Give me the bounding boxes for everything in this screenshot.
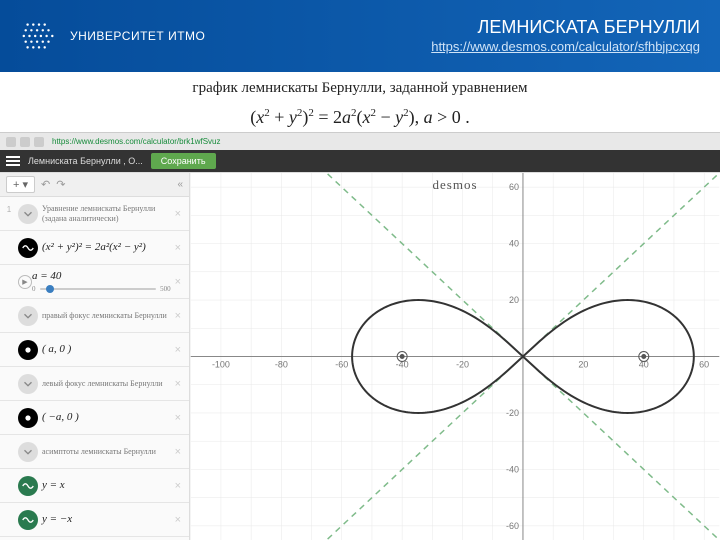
expr-index [0,405,18,409]
expression-row[interactable]: ( a, 0 )× [0,333,189,367]
svg-text:-100: -100 [212,359,230,369]
save-button[interactable]: Сохранить [151,153,216,169]
graph-area[interactable]: desmos -100 -80 -60 -40 -20 20 40 60 -60 -40 -20 20… [190,173,720,540]
expression-row[interactable]: левый фокус лемнискаты Бернулли× [0,367,189,401]
expr-index [0,303,18,307]
expr-index [0,337,18,341]
expr-index [0,235,18,239]
forward-icon[interactable] [20,137,30,147]
expression-row[interactable]: асимптоты лемнискаты Бернулли× [0,435,189,469]
delete-icon[interactable]: × [171,310,185,322]
expression-row[interactable]: ( −a, 0 )× [0,401,189,435]
expression-row[interactable]: y = −x× [0,503,189,537]
svg-text:-20: -20 [456,359,469,369]
expr-math: (x² + y²)² = 2a²(x² − y²) [42,241,171,254]
delete-icon[interactable]: × [171,344,185,356]
expr-label: левый фокус лемнискаты Бернулли [42,379,171,389]
workspace: + ▾ ↶ ↷ « 1 Уравнение лемнискаты Бернулли… [0,172,720,540]
svg-text:60: 60 [699,359,709,369]
svg-text:-60: -60 [506,521,519,531]
svg-text:-40: -40 [396,359,409,369]
point-icon[interactable] [18,340,38,360]
expr-index [0,439,18,443]
expr-math: a = 40 [32,270,171,283]
folder-icon [18,442,38,462]
expr-index: 1 [0,201,18,214]
slide-header: УНИВЕРСИТЕТ ИТМО ЛЕМНИСКАТА БЕРНУЛЛИ htt… [0,0,720,72]
delete-icon[interactable]: × [171,446,185,458]
folder-icon [18,306,38,326]
desmos-topbar: Лемниската Бернулли , О... Сохранить [0,150,720,172]
delete-icon[interactable]: × [171,378,185,390]
svg-text:40: 40 [509,239,519,249]
expr-math: ( −a, 0 ) [42,411,171,424]
slide-title: ЛЕМНИСКАТА БЕРНУЛЛИ [431,17,700,38]
expression-row[interactable]: (x² + y²)² = 2a²(x² − y²)× [0,231,189,265]
lemniscate-equation: (x2 + y2)2 = 2a2(x2 − y2), a > 0 . [0,107,720,128]
delete-icon[interactable]: × [171,480,185,492]
delete-icon[interactable]: × [171,276,185,288]
svg-text:-60: -60 [335,359,348,369]
curve-icon[interactable] [18,238,38,258]
add-expression-button[interactable]: + ▾ [6,176,35,193]
itmo-logo-icon [20,17,58,55]
expr-math: y = x [42,479,171,492]
expression-sidebar: + ▾ ↶ ↷ « 1 Уравнение лемнискаты Бернулли… [0,173,190,540]
logo: УНИВЕРСИТЕТ ИТМО [20,17,205,55]
svg-text:40: 40 [639,359,649,369]
equation-panel: график лемнискаты Бернулли, заданной ура… [0,72,720,132]
delete-icon[interactable]: × [171,208,185,220]
menu-icon[interactable] [6,154,20,168]
address-bar[interactable]: https://www.desmos.com/calculator/brk1wf… [52,137,221,146]
svg-text:-40: -40 [506,464,519,474]
back-icon[interactable] [6,137,16,147]
delete-icon[interactable]: × [171,514,185,526]
line-icon[interactable] [18,476,38,496]
svg-text:20: 20 [509,295,519,305]
svg-text:-20: -20 [506,408,519,418]
expr-label: правый фокус лемнискаты Бернулли [42,311,171,321]
expr-label: Уравнение лемнискаты Бернулли (задана ан… [42,204,171,223]
equation-caption: график лемнискаты Бернулли, заданной ура… [0,80,720,97]
desmos-link[interactable]: https://www.desmos.com/calculator/sfhbjp… [431,39,700,54]
expr-math: y = −x [42,513,171,526]
slider[interactable]: 0500 [32,285,171,293]
expr-index [0,371,18,375]
university-name: УНИВЕРСИТЕТ ИТМО [70,29,205,43]
play-icon[interactable]: ▶ [18,275,32,289]
redo-icon[interactable]: ↷ [56,178,65,191]
expr-index [0,507,18,511]
expression-row[interactable]: y = x× [0,469,189,503]
delete-icon[interactable]: × [171,412,185,424]
delete-icon[interactable]: × [171,242,185,254]
folder-icon [18,204,38,224]
browser-chrome: https://www.desmos.com/calculator/brk1wf… [0,132,720,150]
expr-index [0,473,18,477]
expression-row[interactable]: 1 Уравнение лемнискаты Бернулли (задана а… [0,197,189,231]
graph-canvas: -100 -80 -60 -40 -20 20 40 60 -60 -40 -20 20 40 60 [190,173,720,540]
undo-icon[interactable]: ↶ [41,178,50,191]
document-title: Лемниската Бернулли , О... [28,156,143,166]
svg-text:60: 60 [509,182,519,192]
line-icon[interactable] [18,510,38,530]
expr-label: асимптоты лемнискаты Бернулли [42,447,171,457]
expr-math: ( a, 0 ) [42,343,171,356]
svg-text:-80: -80 [275,359,288,369]
sidebar-toolbar: + ▾ ↶ ↷ « [0,173,189,197]
expression-row[interactable]: правый фокус лемнискаты Бернулли× [0,299,189,333]
expr-index [0,269,18,273]
folder-icon [18,374,38,394]
reload-icon[interactable] [34,137,44,147]
desmos-watermark: desmos [433,177,478,193]
point-icon[interactable] [18,408,38,428]
svg-text:20: 20 [578,359,588,369]
collapse-icon[interactable]: « [177,179,183,190]
expression-row[interactable]: ▶a = 40 0500× [0,265,189,299]
